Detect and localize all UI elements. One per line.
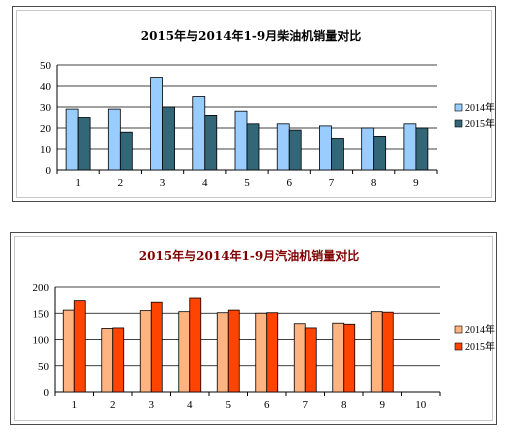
- x-tick-label: 1: [72, 399, 78, 411]
- y-tick-label: 0: [46, 165, 52, 177]
- y-tick-label: 50: [38, 361, 50, 373]
- bar-2014年: [101, 328, 114, 393]
- bar-2015年: [246, 123, 260, 171]
- bar-2014年: [65, 108, 79, 171]
- x-tick-label: 8: [341, 399, 347, 411]
- bar-2015年: [77, 117, 91, 171]
- x-tick-label: 10: [415, 399, 427, 411]
- legend-label: 2014年: [465, 323, 495, 336]
- x-tick-label: 7: [329, 177, 335, 189]
- x-tick-label: 7: [303, 399, 309, 411]
- bar-2015年: [381, 311, 394, 393]
- bar-2015年: [204, 115, 218, 171]
- gasoline-chart: 2015年与2014年1-9月汽油机销量对比 0 50 100 150 200 1 2 3 4 5…: [33, 248, 496, 411]
- x-tick-label: 1: [75, 177, 81, 189]
- bar-2015年: [304, 327, 317, 393]
- y-tick-label: 100: [33, 335, 50, 347]
- x-tick-label: 8: [371, 177, 377, 189]
- bar-2015年: [266, 312, 279, 393]
- bar-2015年: [73, 300, 86, 393]
- y-tick-label: 50: [40, 60, 52, 72]
- bar-2014年: [62, 309, 75, 393]
- y-tick-label: 30: [40, 102, 52, 114]
- bar-2014年: [234, 110, 248, 171]
- legend-label: 2015年: [465, 340, 495, 353]
- bar-2015年: [150, 301, 163, 393]
- x-tick-label: 9: [413, 177, 419, 189]
- y-tick-label: 0: [44, 387, 50, 399]
- bar-2015年: [162, 106, 175, 171]
- x-tick-label: 6: [286, 177, 292, 189]
- diesel-chart: 2015年与2014年1-9月柴油机销量对比 0 10 20 30 40 50 1 2 3 4 5 6…: [40, 28, 495, 189]
- x-tick-label: 5: [244, 177, 250, 189]
- y-tick-label: 20: [40, 123, 52, 135]
- bar-2015年: [373, 135, 387, 171]
- bar-2014年: [107, 108, 121, 171]
- x-tick-label: 3: [149, 399, 155, 411]
- bar-2014年: [293, 323, 306, 393]
- bar-2014年: [139, 310, 152, 393]
- x-tick-label: 3: [160, 177, 166, 189]
- bar-2015年: [331, 138, 344, 171]
- legend-label: 2014年: [465, 101, 495, 114]
- x-tick-label: 4: [202, 177, 208, 189]
- y-tick-label: 150: [33, 308, 50, 320]
- bar-2014年: [319, 125, 332, 171]
- bar-2014年: [370, 311, 383, 393]
- x-tick-label: 6: [264, 399, 270, 411]
- bar-2015年: [112, 327, 125, 393]
- x-tick-label: 2: [118, 177, 124, 189]
- bar-2014年: [216, 312, 229, 393]
- legend-swatch: [454, 103, 463, 112]
- bar-2015年: [119, 131, 133, 171]
- gasoline-chart-frame: [14, 236, 493, 421]
- bar-2015年: [288, 129, 302, 171]
- bar-2014年: [332, 322, 345, 393]
- bar-2014年: [255, 312, 268, 393]
- bar-2014年: [150, 77, 163, 171]
- bar-2014年: [403, 123, 417, 171]
- x-tick-label: 2: [110, 399, 116, 411]
- y-tick-label: 10: [40, 144, 52, 156]
- x-tick-label: 5: [226, 399, 232, 411]
- bar-2014年: [276, 123, 290, 171]
- y-tick-label: 200: [33, 282, 50, 294]
- legend-swatch: [454, 342, 463, 351]
- bar-2014年: [192, 96, 206, 171]
- diesel-chart-panel: 2015年与2014年1-9月柴油机销量对比 0 10 20 30 40 50 1 2 3 4 5 6…: [12, 6, 496, 202]
- bar-2015年: [343, 323, 356, 393]
- legend-swatch: [454, 325, 463, 334]
- gasoline-chart-panel: 2015年与2014年1-9月汽油机销量对比 0 50 100 150 200 1 2 3 4 5…: [10, 232, 497, 425]
- diesel-chart-frame: [16, 10, 492, 198]
- legend-swatch: [454, 119, 463, 128]
- bar-2015年: [189, 297, 202, 393]
- diesel-chart-title: 2015年与2014年1-9月柴油机销量对比: [141, 28, 361, 43]
- y-tick-label: 40: [40, 81, 52, 93]
- legend-label: 2015年: [465, 117, 495, 130]
- bar-2015年: [227, 309, 240, 393]
- bar-2014年: [178, 311, 191, 393]
- x-tick-label: 4: [187, 399, 193, 411]
- x-tick-label: 9: [380, 399, 386, 411]
- gasoline-chart-title: 2015年与2014年1-9月汽油机销量对比: [139, 248, 359, 263]
- bar-2014年: [361, 127, 375, 171]
- bar-2015年: [415, 127, 429, 171]
